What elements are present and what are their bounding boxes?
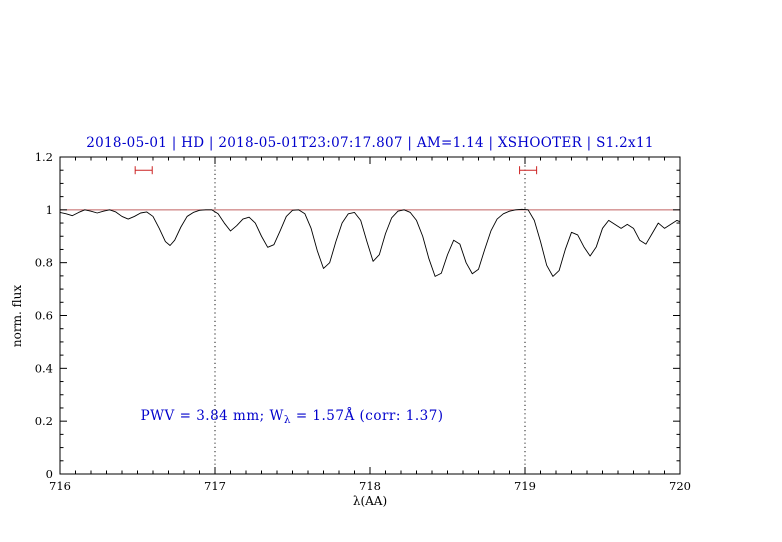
plot-title: 2018-05-01 | HD | 2018-05-01T23:07:17.80… bbox=[86, 135, 653, 151]
tick-labels: 716 717 718 719 720 0 0.2 0.4 0.6 0.8 1 1.2 bbox=[35, 150, 691, 493]
x-tick-label: 716 bbox=[49, 479, 71, 493]
y-axis-label: norm. flux bbox=[10, 285, 24, 347]
y-tick-label: 0.2 bbox=[35, 414, 53, 428]
x-tick-label: 720 bbox=[669, 479, 691, 493]
pwv-annotation-suffix: = 1.57Å (corr: 1.37) bbox=[291, 408, 444, 424]
y-tick-label: 0 bbox=[46, 467, 53, 481]
x-tick-label: 717 bbox=[204, 479, 226, 493]
y-tick-label: 1 bbox=[46, 203, 53, 217]
pwv-annotation-prefix: PWV = 3.84 mm; W bbox=[141, 408, 284, 424]
range-markers bbox=[134, 166, 538, 175]
grid-lines bbox=[214, 157, 526, 474]
spectrum-line bbox=[59, 208, 681, 277]
y-tick-label: 1.2 bbox=[35, 150, 53, 164]
axis-ticks bbox=[59, 156, 681, 475]
pwv-annotation: PWV = 3.84 mm; Wλ = 1.57Å (corr: 1.37) bbox=[141, 408, 444, 426]
y-tick-label: 0.4 bbox=[35, 361, 53, 375]
x-axis-label: λ(AA) bbox=[353, 494, 387, 508]
y-tick-label: 0.6 bbox=[35, 309, 53, 323]
axes-frame bbox=[59, 156, 681, 475]
x-tick-label: 719 bbox=[514, 479, 536, 493]
x-tick-label: 718 bbox=[359, 479, 381, 493]
y-tick-label: 0.8 bbox=[35, 256, 53, 270]
pwv-annotation-sub: λ bbox=[284, 414, 291, 426]
